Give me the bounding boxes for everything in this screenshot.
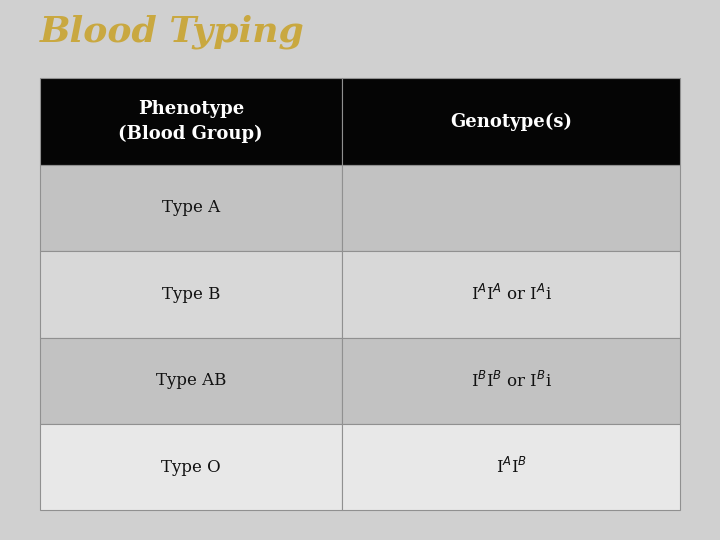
Text: Phenotype
(Blood Group): Phenotype (Blood Group) <box>119 100 263 143</box>
Text: Type AB: Type AB <box>156 372 226 389</box>
Text: Type A: Type A <box>162 199 220 217</box>
Bar <box>40 424 342 510</box>
Text: Type B: Type B <box>161 286 220 303</box>
Bar <box>40 78 342 165</box>
Bar <box>342 338 680 424</box>
Bar <box>342 424 680 510</box>
Bar <box>342 165 680 251</box>
Bar <box>342 251 680 338</box>
Text: Genotype(s): Genotype(s) <box>450 112 572 131</box>
Bar <box>40 338 342 424</box>
Bar <box>342 78 680 165</box>
Text: Blood Typing: Blood Typing <box>40 14 305 49</box>
Bar <box>40 251 342 338</box>
Text: $\mathdefault{I}^A\mathdefault{I}^A$ or $\mathdefault{I}^A\mathdefault{i}$: $\mathdefault{I}^A\mathdefault{I}^A$ or … <box>471 284 552 305</box>
Text: Type O: Type O <box>161 458 220 476</box>
Bar <box>40 165 342 251</box>
Text: $\mathdefault{I}^B\mathdefault{I}^B$ or $\mathdefault{I}^B\mathdefault{i}$: $\mathdefault{I}^B\mathdefault{I}^B$ or … <box>471 370 552 391</box>
Text: $\mathdefault{I}^A\mathdefault{I}^B$: $\mathdefault{I}^A\mathdefault{I}^B$ <box>495 457 527 477</box>
